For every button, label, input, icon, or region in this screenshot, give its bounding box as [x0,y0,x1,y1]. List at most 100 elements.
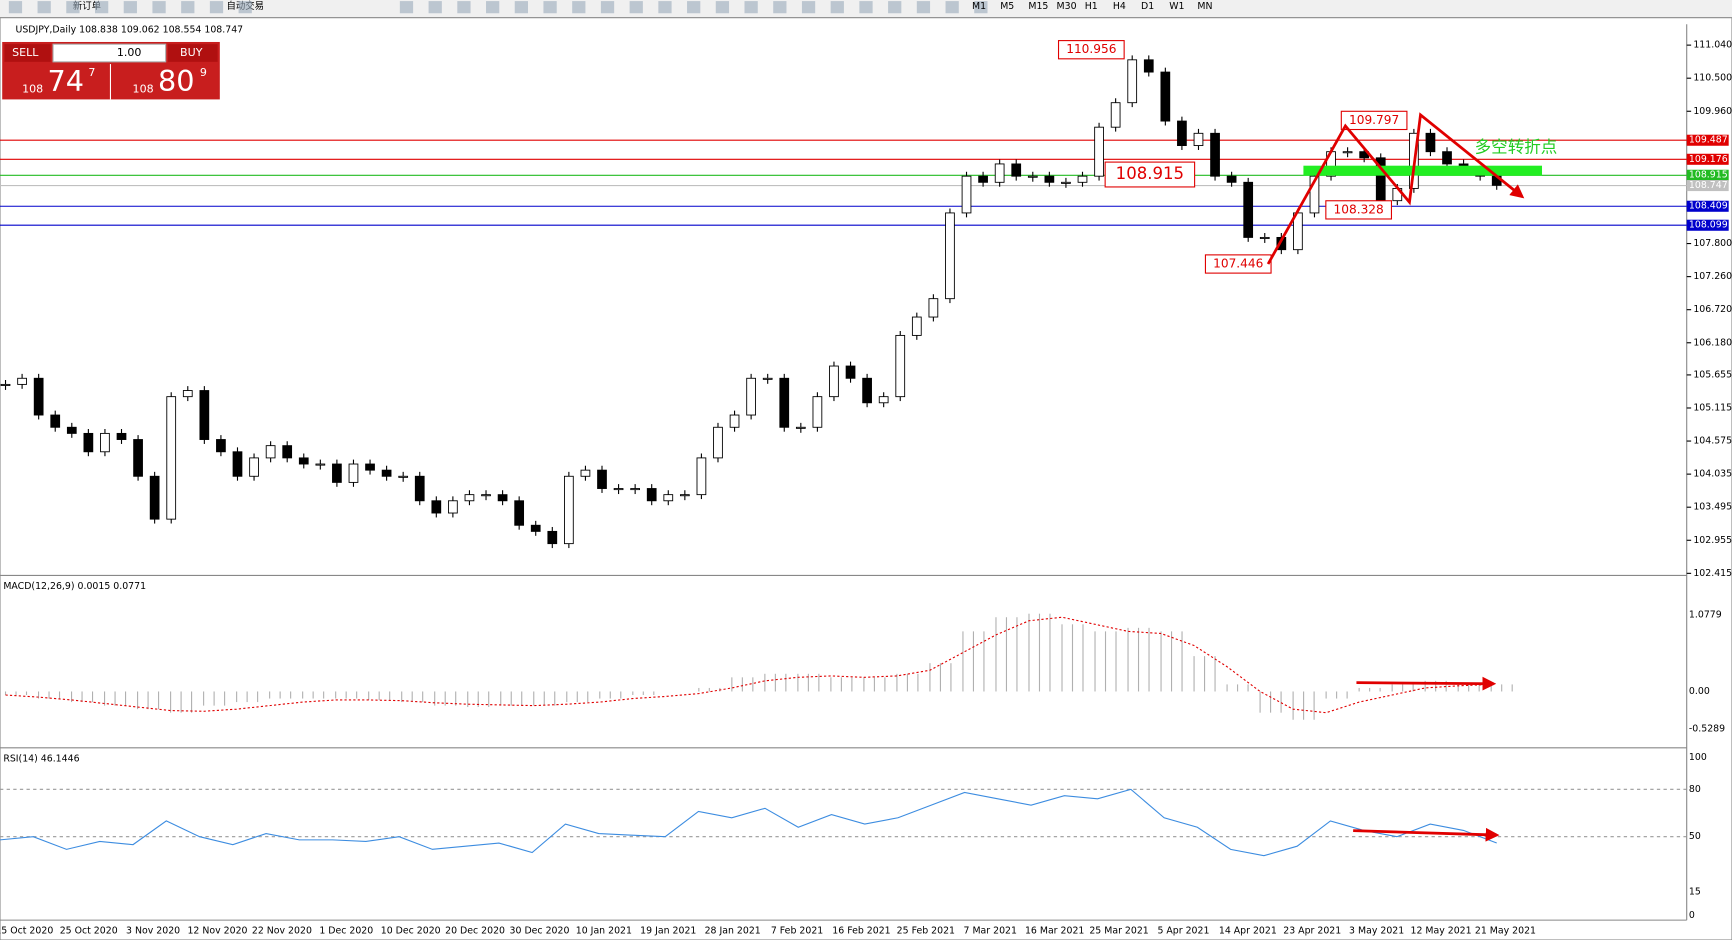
annotation: 110.956 [1066,42,1116,56]
y-tick-label: 106.720 [1693,304,1732,315]
rsi-arrow [1353,827,1500,842]
candle [1077,175,1088,183]
toolbar-icon [181,1,195,14]
timeframe-button[interactable]: M1 [972,1,986,12]
support-band [1303,165,1543,176]
candle [829,365,839,398]
sell-button[interactable] [4,44,51,62]
candle [564,475,574,545]
timeframe-button[interactable]: W1 [1169,1,1184,12]
toolbar-icon [399,1,414,14]
lot-input[interactable] [52,43,167,63]
wave-arrow [1266,112,1525,265]
toolbar-icon [773,1,787,14]
candle [580,469,591,477]
x-tick-label: 15 Oct 2020 [0,926,53,937]
candle [17,377,27,385]
timeframe-button[interactable]: M30 [1057,1,1077,12]
y-tick-label: 50 [1689,831,1701,842]
y-tick-label: 0 [1689,910,1695,921]
candle [1276,236,1287,251]
toolbar-icon [209,1,224,14]
candle [762,377,773,380]
x-tick-label: 16 Mar 2021 [1025,926,1084,937]
timeframe-button[interactable]: M15 [1028,1,1048,12]
candle [1094,126,1104,177]
buy-button[interactable] [167,44,218,62]
candle [994,163,1005,183]
y-tick-label: 109.960 [1693,106,1732,117]
chart-title: USDJPY,Daily 108.838 109.062 108.554 108… [15,24,243,35]
candle [961,175,972,214]
price-label: 109.487 [1689,135,1728,146]
x-tick-label: 7 Feb 2021 [771,926,823,937]
candle [315,463,326,466]
candle [232,451,243,477]
x-tick-label: 25 Feb 2021 [897,926,955,937]
macd-arrow [1356,676,1497,691]
toolbar-button[interactable]: 新订单 [73,0,101,12]
candle [646,488,657,502]
price-label: 108.915 [1689,170,1728,181]
candle [481,494,491,497]
timeframe-button[interactable]: M5 [1000,1,1014,12]
buy-label: BUY [180,46,203,59]
candle [862,377,872,404]
x-tick-label: 10 Jan 2021 [576,926,632,937]
price-label-bg [1686,200,1729,212]
candle [1210,132,1220,177]
candle [514,500,525,526]
y-tick-label: 107.800 [1693,238,1732,249]
x-tick-label: 10 Dec 2020 [381,926,441,937]
price-label: 108.747 [1689,180,1728,191]
candle [713,426,723,459]
signal-line [5,616,1492,714]
toolbar-icon [66,1,80,14]
candle [729,414,740,428]
candle [464,494,475,502]
candle [895,334,906,398]
candle [911,316,922,336]
lot-value: 1.00 [117,46,142,59]
timeframe-button[interactable]: MN [1197,1,1212,12]
x-tick-label: 19 Jan 2021 [640,926,696,937]
toolbar-icon [486,1,500,14]
candle [746,377,756,416]
toolbar-icon [945,1,959,14]
annotation: 108.915 [1116,164,1184,183]
x-tick-label: 1 Dec 2020 [319,926,373,937]
candle [1160,71,1171,122]
candle [530,524,541,532]
candle [149,475,160,520]
candle [547,530,558,545]
toolbar-icon [687,1,701,14]
y-tick-label: 105.655 [1693,369,1732,380]
toolbar-icon [514,1,528,14]
candle [249,457,259,477]
candle [216,439,226,453]
timeframe-button[interactable]: D1 [1141,1,1154,12]
candle [1442,151,1452,165]
y-tick-label: -0.5289 [1689,723,1725,734]
candle [398,475,409,478]
candle [282,445,293,459]
x-tick-label: 21 May 2021 [1475,926,1536,937]
price-label-bg [1686,134,1729,146]
rsi-title: RSI(14) 46.1446 [3,753,79,764]
candle [779,377,790,428]
y-tick-label: 102.955 [1693,535,1732,546]
x-tick-label: 25 Oct 2020 [60,926,118,937]
toolbar-icon [830,1,844,14]
candle [431,500,442,514]
timeframe-button[interactable]: H1 [1085,1,1098,12]
price-label: 108.409 [1689,201,1728,212]
x-tick-label: 12 Nov 2020 [187,926,247,937]
timeframe-button[interactable]: H4 [1113,1,1126,12]
candle [182,390,193,398]
price-label-bg [1686,219,1729,231]
toolbar-icon [629,1,643,14]
x-tick-label: 25 Mar 2021 [1089,926,1148,937]
candle [1027,175,1038,178]
toolbar-group: 新订单自动交易M1M5M15M30H1H4D1W1MN [8,0,1212,14]
